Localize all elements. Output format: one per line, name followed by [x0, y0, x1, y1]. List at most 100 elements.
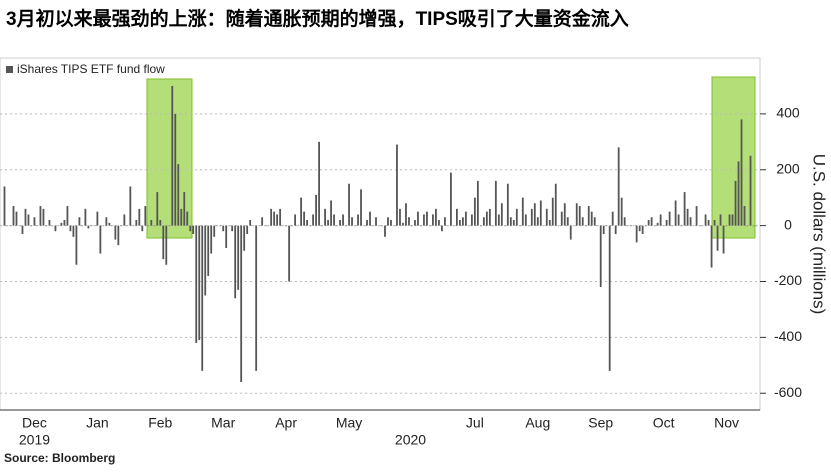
bar: [441, 225, 443, 232]
bar: [216, 225, 219, 227]
bar: [318, 141, 320, 226]
bar: [411, 225, 413, 227]
bar: [9, 225, 12, 227]
bar: [698, 225, 701, 227]
bar: [653, 225, 656, 227]
bar: [282, 225, 285, 227]
y-tick-label: -600: [774, 384, 802, 400]
bar: [99, 225, 102, 254]
bar: [195, 225, 198, 343]
bar: [584, 225, 587, 227]
bar: [111, 225, 114, 227]
bar: [396, 144, 398, 226]
bar: [509, 217, 512, 226]
bar: [635, 225, 638, 243]
bar: [548, 220, 551, 226]
bar: [78, 217, 81, 226]
bar: [453, 225, 455, 227]
bar: [234, 225, 237, 299]
bar: [497, 214, 500, 226]
bar: [42, 208, 45, 226]
bar: [360, 189, 362, 226]
bar: [27, 214, 30, 226]
bar: [96, 211, 99, 226]
bar: [84, 208, 87, 226]
bar: [156, 192, 159, 226]
bar: [479, 225, 482, 227]
bar: [33, 217, 36, 226]
bar: [159, 220, 162, 226]
bar: [381, 225, 383, 227]
bar: [420, 225, 422, 227]
bar: [719, 214, 722, 226]
y-tick-label: 0: [784, 216, 792, 232]
bar: [147, 225, 150, 227]
bar: [644, 225, 647, 227]
bar: [114, 225, 117, 240]
bar: [243, 225, 246, 251]
bar: [183, 192, 186, 226]
bar: [291, 225, 294, 227]
bar: [527, 225, 530, 227]
bar: [530, 208, 533, 226]
bar: [482, 217, 485, 226]
bar: [162, 225, 165, 260]
bar: [476, 180, 479, 226]
legend-swatch: [6, 66, 13, 73]
plot-area: [0, 57, 761, 411]
bar: [249, 220, 252, 226]
bar: [312, 214, 314, 226]
x-tick-label: Dec: [22, 415, 47, 431]
bar: [210, 225, 213, 254]
bar: [596, 225, 599, 227]
y-tick-label: -200: [774, 272, 802, 288]
bar: [306, 220, 308, 226]
bar: [315, 194, 317, 226]
bar: [90, 225, 93, 227]
bar: [521, 197, 524, 226]
bar: [575, 203, 578, 226]
bar: [135, 220, 138, 226]
bar: [740, 119, 743, 226]
x-tick-label: Aug: [525, 415, 550, 431]
bar: [168, 225, 171, 227]
bar: [51, 225, 54, 227]
bar: [662, 225, 665, 227]
bar: [473, 197, 476, 226]
bar: [123, 214, 126, 226]
bar: [258, 225, 261, 227]
bar: [587, 206, 590, 226]
x-year-label: 2019: [19, 432, 50, 448]
bar: [447, 225, 449, 227]
bar: [294, 214, 297, 226]
bar: [93, 225, 96, 227]
bar: [180, 208, 183, 226]
bar: [339, 220, 341, 226]
bar: [330, 200, 332, 226]
bar: [54, 225, 57, 232]
bar: [470, 214, 473, 226]
bar: [605, 225, 608, 227]
bar: [378, 225, 380, 227]
bar: [405, 203, 407, 226]
bar: [399, 208, 401, 226]
bar: [563, 203, 566, 226]
bar: [560, 211, 563, 226]
bar: [608, 225, 611, 371]
bar: [333, 214, 335, 226]
bar: [734, 180, 737, 226]
bar: [743, 206, 746, 226]
bar: [186, 211, 189, 226]
bar: [746, 225, 749, 227]
bar: [488, 208, 491, 226]
bar: [21, 225, 24, 234]
bar: [366, 220, 368, 226]
bar: [117, 225, 120, 246]
bar: [692, 225, 695, 227]
bar: [599, 225, 602, 288]
bar: [252, 225, 255, 227]
bar: [423, 214, 425, 226]
bar: [18, 225, 21, 227]
bar: [6, 225, 9, 227]
